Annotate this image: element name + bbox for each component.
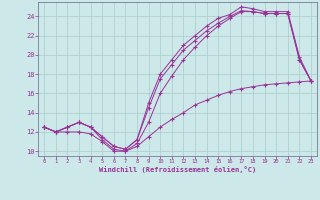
X-axis label: Windchill (Refroidissement éolien,°C): Windchill (Refroidissement éolien,°C) [99, 166, 256, 173]
